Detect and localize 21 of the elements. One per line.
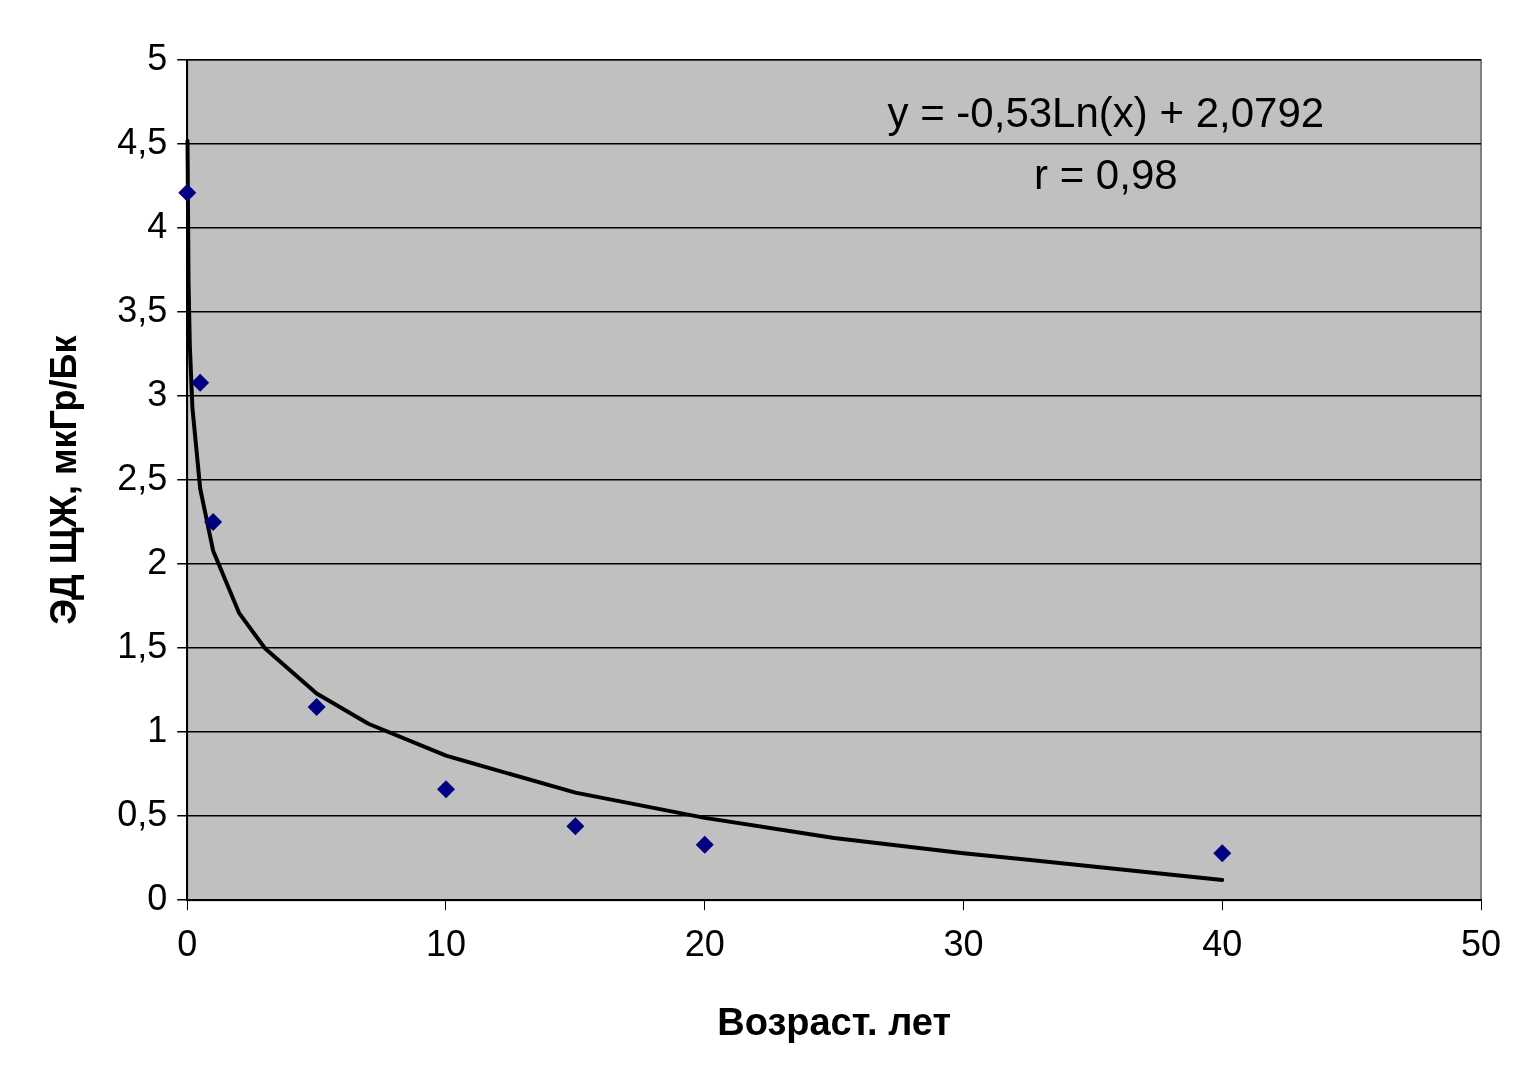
x-axis-title: Возраст. лет <box>717 1000 952 1043</box>
y-tick-label: 0 <box>147 877 168 919</box>
x-tick-label: 40 <box>1202 922 1243 964</box>
x-tick-label: 10 <box>425 922 467 964</box>
y-tick-label: 4,5 <box>117 120 168 162</box>
y-tick-label: 2,5 <box>117 457 168 499</box>
x-tick-label: 0 <box>177 922 198 964</box>
y-axis-title: ЭД ЩЖ, мкГр/Бк <box>42 334 84 625</box>
annotation: y = -0,53Ln(x) + 2,0792 <box>887 88 1325 136</box>
x-tick-label: 30 <box>943 922 984 964</box>
y-tick-label: 0,5 <box>117 793 168 835</box>
y-tick-label: 1,5 <box>117 625 168 667</box>
annotation: r = 0,98 <box>1034 150 1178 198</box>
y-tick-label: 3,5 <box>117 288 168 330</box>
y-tick-label: 4 <box>147 204 168 246</box>
y-tick-label: 1 <box>147 709 168 751</box>
y-tick-label: 5 <box>147 36 168 78</box>
y-tick-label: 3 <box>147 373 168 414</box>
x-tick-label: 20 <box>684 922 725 964</box>
x-tick-label: 50 <box>1460 922 1502 964</box>
y-tick-label: 2 <box>147 541 168 583</box>
